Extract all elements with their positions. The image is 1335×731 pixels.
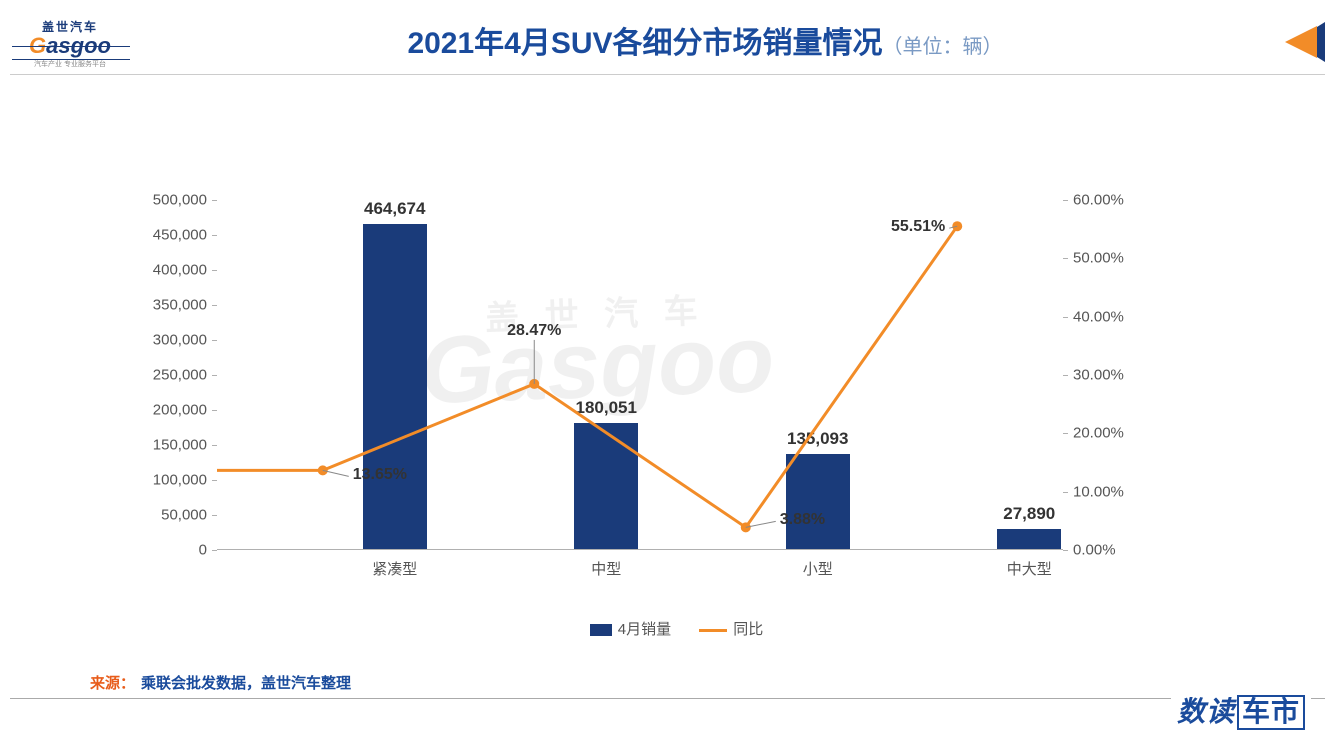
chart: 464,674紧凑型180,051中型135,093小型27,890中大型050… [145, 200, 1135, 550]
y-right-tick: 10.00% [1073, 483, 1143, 500]
y-left-tick: 250,000 [137, 367, 207, 384]
y-right-tick: 60.00% [1073, 192, 1143, 209]
legend-line-label: 同比 [733, 621, 763, 638]
y-right-tick: 30.00% [1073, 367, 1143, 384]
brand-logo: 盖世汽车 Gasgoo 汽车产业 专业服务平台 [15, 18, 125, 66]
legend-bar-label: 4月销量 [618, 621, 671, 638]
source-text: 乘联会批发数据，盖世汽车整理 [141, 675, 351, 692]
y-left-tick: 400,000 [137, 262, 207, 279]
y-right-tick: 20.00% [1073, 425, 1143, 442]
x-tick-label: 小型 [758, 558, 878, 579]
logo-sub: 汽车产业 专业服务平台 [34, 59, 106, 69]
y-left-tick: 300,000 [137, 332, 207, 349]
line-series [217, 200, 1063, 550]
line-value-label: 28.47% [489, 322, 579, 340]
y-right-tick: 50.00% [1073, 250, 1143, 267]
y-left-tick: 450,000 [137, 227, 207, 244]
corner-arrow-icon [1275, 22, 1325, 62]
legend: 4月销量 同比 [0, 618, 1335, 639]
x-tick-label: 紧凑型 [335, 558, 455, 579]
y-left-tick: 50,000 [137, 507, 207, 524]
line-value-label: 55.51% [875, 218, 945, 236]
footer-divider [10, 698, 1325, 699]
y-right-tick: 40.00% [1073, 308, 1143, 325]
y-left-tick: 200,000 [137, 402, 207, 419]
y-right-tick: 0.00% [1073, 542, 1143, 559]
y-left-tick: 500,000 [137, 192, 207, 209]
page-title: 2021年4月SUV各细分市场销量情况（单位：辆） [145, 18, 1265, 62]
source-note: 来源： 乘联会批发数据，盖世汽车整理 [90, 672, 351, 693]
y-left-tick: 150,000 [137, 437, 207, 454]
footer-brand: 数读车市 [1171, 690, 1311, 730]
header: 盖世汽车 Gasgoo 汽车产业 专业服务平台 2021年4月SUV各细分市场销… [10, 0, 1325, 75]
title-main: 2021年4月SUV各细分市场销量情况 [407, 27, 882, 60]
title-unit: （单位：辆） [883, 36, 1003, 58]
x-tick-label: 中大型 [969, 558, 1089, 579]
x-tick-label: 中型 [546, 558, 666, 579]
legend-line-swatch [699, 629, 727, 632]
source-label: 来源： [90, 675, 135, 692]
y-left-tick: 0 [137, 542, 207, 559]
y-left-tick: 100,000 [137, 472, 207, 489]
legend-bar-swatch [590, 624, 612, 636]
line-value-label: 3.88% [780, 511, 825, 529]
y-left-tick: 350,000 [137, 297, 207, 314]
line-value-label: 13.65% [353, 466, 407, 484]
